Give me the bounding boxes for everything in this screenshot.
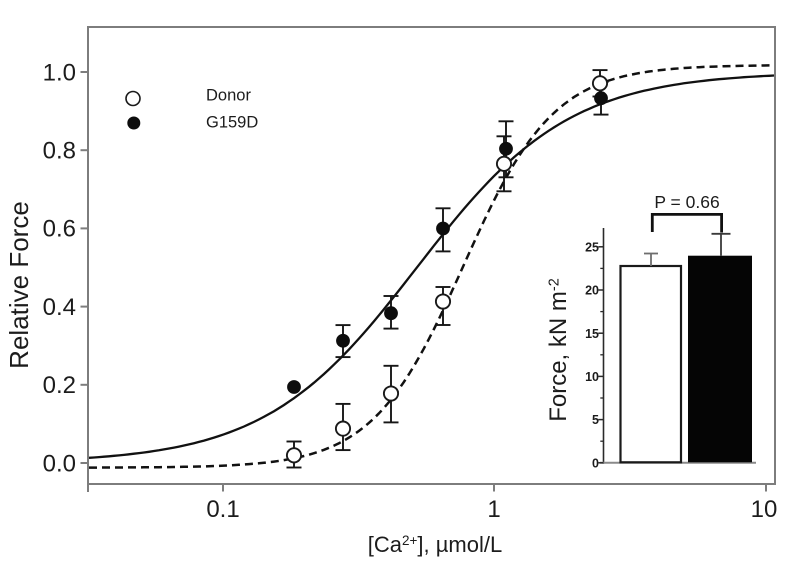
svg-text:Force, kN m-2: Force, kN m-2 (545, 278, 572, 422)
svg-text:0.6: 0.6 (43, 216, 76, 243)
svg-text:20: 20 (585, 284, 599, 298)
svg-text:0: 0 (592, 456, 599, 470)
svg-text:P = 0.66: P = 0.66 (654, 192, 719, 212)
svg-text:1.0: 1.0 (43, 59, 76, 86)
svg-text:0.2: 0.2 (43, 372, 76, 399)
svg-text:10: 10 (751, 496, 778, 523)
svg-text:Donor: Donor (206, 87, 251, 105)
svg-text:0.4: 0.4 (43, 294, 76, 321)
svg-text:5: 5 (592, 413, 599, 427)
svg-text:G159D: G159D (206, 114, 258, 132)
svg-text:10: 10 (585, 370, 599, 384)
svg-text:0.1: 0.1 (206, 496, 239, 523)
svg-text:1: 1 (487, 496, 500, 523)
svg-text:25: 25 (585, 240, 599, 254)
svg-text:0.8: 0.8 (43, 138, 76, 165)
svg-text:15: 15 (585, 327, 599, 341)
svg-text:Relative Force: Relative Force (4, 201, 34, 369)
svg-text:0.0: 0.0 (43, 450, 76, 477)
svg-text:[Ca2+], µmol/L: [Ca2+], µmol/L (368, 532, 502, 557)
